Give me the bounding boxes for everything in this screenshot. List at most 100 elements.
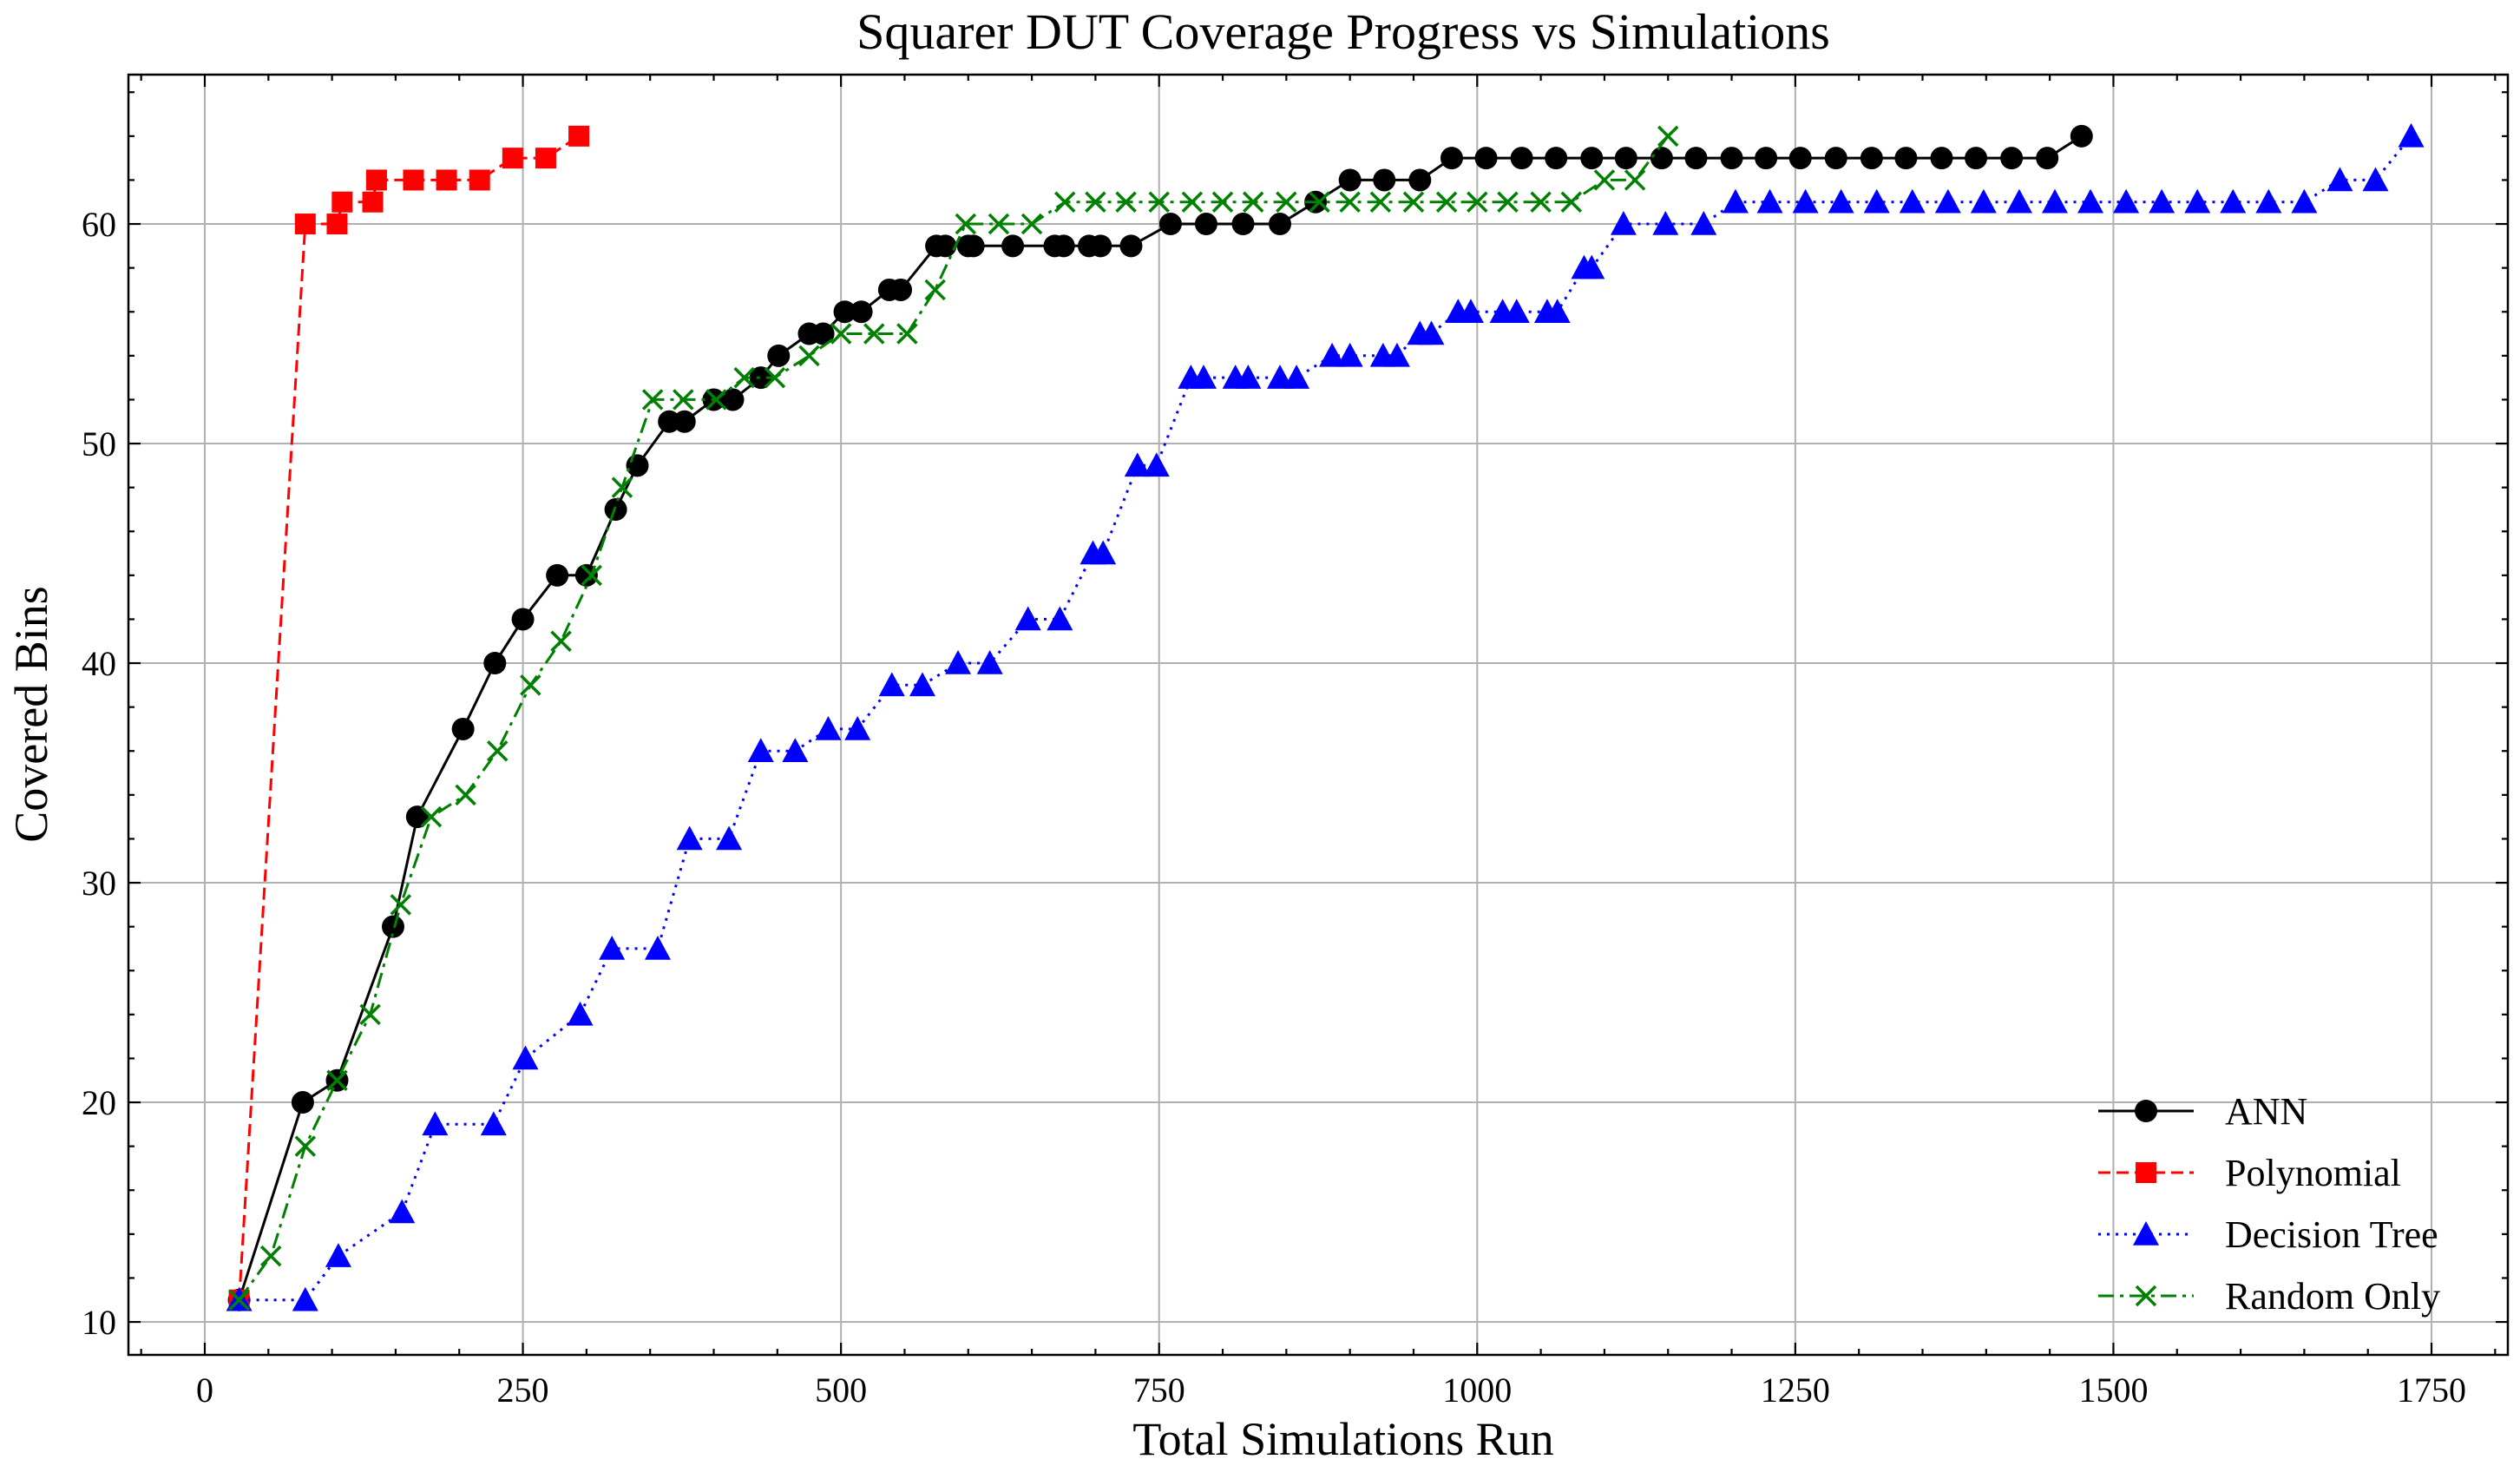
data-point-random-only [390,894,412,916]
data-point-ann [850,300,873,324]
data-point-random-only [1560,191,1583,213]
x-tick-label: 1750 [2397,1371,2466,1410]
data-point-random-only [1211,191,1234,213]
data-point-ann [961,234,985,258]
data-point-polynomial [403,169,424,191]
data-point-ann [1231,213,1255,236]
data-point-ann [2000,147,2024,170]
data-point-polynomial [365,169,387,191]
data-point-random-only [733,366,755,389]
data-point-random-only [228,1289,250,1311]
legend-label: Polynomial [2225,1152,2401,1194]
series-line-random-only [238,135,1670,1301]
data-point-polynomial [502,148,523,169]
x-tick-label: 250 [497,1371,549,1410]
data-point-polynomial [294,214,316,235]
data-point-ann [2070,124,2093,148]
data-point-decision-tree [389,1199,416,1224]
data-point-decision-tree [512,1045,539,1070]
data-point-decision-tree [2255,188,2282,214]
data-point-random-only [1657,125,1679,148]
data-point-decision-tree [2326,167,2353,192]
data-point-ann [1001,234,1025,258]
data-point-decision-tree [2005,188,2032,214]
data-point-decision-tree [2149,188,2175,214]
data-point-polynomial [469,169,490,191]
data-point-decision-tree [1014,606,1041,631]
data-point-decision-tree [2220,188,2247,214]
data-point-random-only [1242,191,1264,213]
data-point-ann [1788,147,1812,170]
data-point-decision-tree [2291,188,2318,214]
data-point-decision-tree [747,738,774,762]
data-point-decision-tree [716,825,743,851]
data-point-ann [1650,147,1673,170]
data-point-decision-tree [1544,299,1571,323]
series-line-ann [238,135,2083,1301]
data-point-decision-tree [325,1243,351,1267]
data-point-decision-tree [1124,452,1151,477]
legend-swatch-marker [2133,1221,2159,1246]
data-point-random-only [764,366,786,389]
data-point-ann [1930,147,1953,170]
data-point-decision-tree [1690,211,1717,235]
data-point-random-only [988,213,1010,235]
data-point-ann [673,410,696,433]
data-point-random-only [1467,191,1488,213]
data-point-decision-tree [976,650,1003,674]
data-point-decision-tree [567,1001,594,1026]
data-point-ann [749,366,772,390]
legend-item-decision-tree: Decision Tree [2098,1213,2438,1256]
data-point-decision-tree [1143,452,1170,477]
data-point-ann [934,234,957,258]
data-point-decision-tree [599,935,626,960]
data-point-decision-tree [1756,188,1783,214]
data-point-ann [1720,147,1743,170]
y-tick-label: 30 [82,864,116,903]
data-point-decision-tree [1578,254,1605,279]
data-point-decision-tree [1899,188,1926,214]
data-point-ann [1408,168,1432,192]
data-point-ann [381,915,404,938]
data-point-random-only [673,389,694,411]
data-point-polynomial [535,148,556,169]
data-point-ann [626,454,649,477]
legend-swatch-marker [2136,1162,2156,1183]
data-point-random-only [259,1245,282,1267]
series-random-only [228,125,1679,1311]
data-point-decision-tree [1090,540,1117,565]
data-point-decision-tree [1047,606,1073,631]
data-point-random-only [326,1069,348,1091]
data-point-decision-tree [422,1111,449,1136]
data-point-decision-tree [2041,188,2068,214]
data-point-decision-tree [1863,188,1890,214]
data-point-decision-tree [815,715,842,740]
x-tick-label: 1000 [1442,1371,1512,1410]
data-point-polynomial [436,169,457,191]
data-point-random-only [520,674,541,696]
legend-label: Random Only [2225,1275,2440,1318]
data-point-ann [1755,147,1778,170]
y-axis-label: Covered Bins [5,586,57,842]
data-point-ann [1373,168,1396,192]
data-point-random-only [1530,191,1552,213]
series-polynomial [228,125,590,1311]
data-point-polynomial [331,191,353,213]
data-point-decision-tree [1457,299,1484,323]
data-point-random-only [1276,191,1297,213]
data-point-random-only [1339,191,1361,213]
data-point-decision-tree [2077,188,2104,214]
data-point-ann [1119,234,1143,258]
data-point-decision-tree [2113,188,2140,214]
legend-swatch-marker [2135,1285,2157,1307]
data-point-random-only [1309,191,1330,213]
y-tick-label: 40 [82,644,116,683]
y-tick-label: 60 [82,205,116,244]
data-point-decision-tree [480,1111,507,1136]
legend-item-random-only: Random Only [2098,1275,2440,1318]
data-point-random-only [294,1135,317,1157]
data-point-random-only [359,1003,381,1026]
x-tick-label: 1250 [1761,1371,1830,1410]
data-point-random-only [863,323,885,345]
data-point-decision-tree [1652,211,1679,235]
